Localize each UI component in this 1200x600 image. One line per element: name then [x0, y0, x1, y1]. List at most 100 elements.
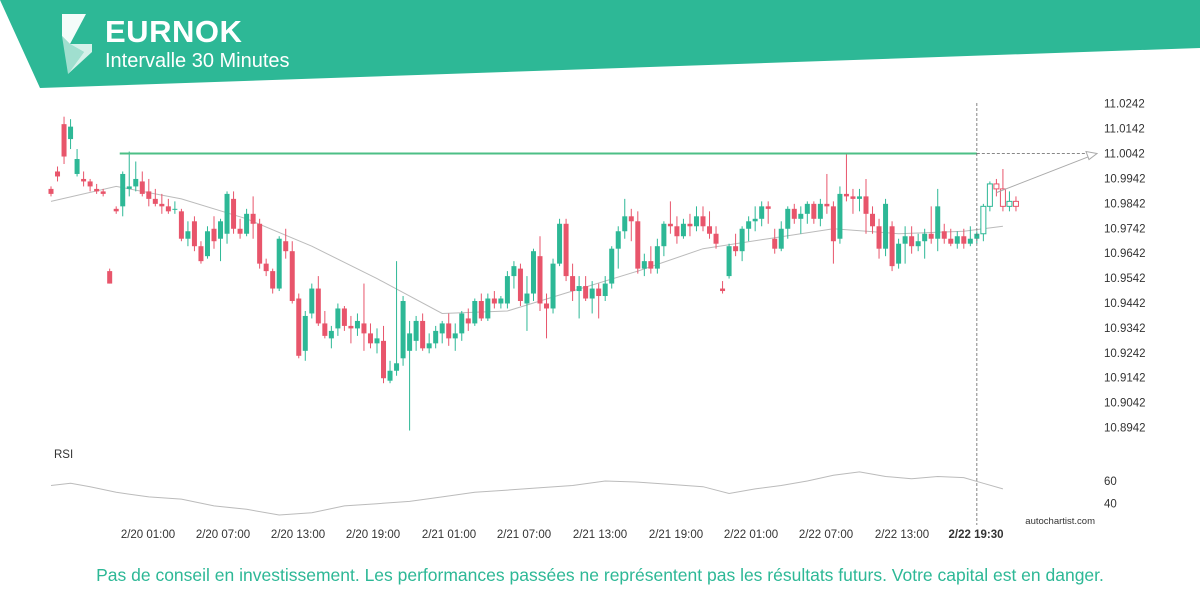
- candlestick: [426, 333, 432, 354]
- candlestick: [759, 201, 765, 227]
- candlestick: [120, 171, 126, 217]
- candlestick: [557, 218, 563, 267]
- time-axis-label: 2/20 07:00: [196, 529, 250, 541]
- candlestick: [74, 149, 80, 177]
- time-axis-label: 2/21 13:00: [573, 529, 627, 541]
- time-axis-label: 2/20 13:00: [271, 529, 325, 541]
- candlestick: [596, 283, 602, 319]
- candlestick: [478, 293, 484, 321]
- projection-arrow-icon: [1085, 150, 1099, 161]
- price-axis-label: 11.0042: [1104, 149, 1145, 161]
- candlestick: [381, 325, 387, 384]
- rsi-axis-label: 60: [1104, 476, 1117, 488]
- candlestick: [133, 161, 139, 192]
- price-axis-label: 10.9942: [1104, 173, 1146, 185]
- candlestick: [263, 258, 269, 277]
- candlestick: [211, 216, 217, 249]
- candlestick: [583, 276, 589, 302]
- candlestick: [87, 178, 93, 192]
- candlestick: [237, 218, 243, 239]
- risk-disclaimer: Pas de conseil en investissement. Les pe…: [96, 565, 1104, 585]
- time-axis-label: 2/21 19:00: [649, 529, 703, 541]
- candlestick: [674, 216, 680, 244]
- candlestick: [250, 196, 256, 239]
- candlestick: [511, 261, 517, 289]
- time-axis-label: 2/21 07:00: [497, 529, 551, 541]
- candlestick: [400, 296, 406, 366]
- candlestick: [648, 246, 654, 274]
- time-axis-label: 2/22 07:00: [799, 529, 853, 541]
- candlestick: [485, 293, 491, 321]
- candlestick: [152, 188, 158, 207]
- candlestick: [765, 201, 771, 224]
- candlestick: [433, 325, 439, 349]
- candlestick: [615, 226, 621, 269]
- candlestick: [843, 154, 849, 202]
- candlestick: [270, 268, 276, 294]
- candlestick: [341, 305, 347, 331]
- candlestick: [635, 211, 641, 274]
- price-axis-label: 10.9742: [1104, 223, 1146, 235]
- price-axis-label: 10.9842: [1104, 198, 1146, 210]
- time-axis-label: 2/20 01:00: [121, 529, 175, 541]
- time-axis-label: 2/21 01:00: [422, 529, 476, 541]
- candlestick: [257, 218, 263, 269]
- price-axis-label: 10.8942: [1104, 423, 1146, 435]
- candlestick: [915, 233, 921, 252]
- candlestick: [335, 303, 341, 336]
- candlestick: [126, 151, 132, 197]
- candlestick: [465, 308, 471, 331]
- candlestick: [811, 201, 817, 224]
- candlestick: [778, 221, 784, 252]
- candlestick: [576, 276, 582, 319]
- candlestick: [909, 226, 915, 254]
- candlestick: [570, 263, 576, 302]
- candlestick: [61, 116, 67, 164]
- candlestick: [856, 188, 862, 212]
- candlestick: [817, 198, 823, 227]
- price-axis-label: 11.0242: [1104, 99, 1145, 111]
- candlestick: [889, 221, 895, 272]
- candlestick: [986, 181, 993, 212]
- candlestick: [302, 310, 308, 361]
- candlestick: [680, 218, 686, 239]
- candlestick: [204, 226, 210, 259]
- candlestick: [191, 216, 197, 252]
- candlestick: [374, 328, 380, 354]
- candlestick: [185, 221, 191, 247]
- candlestick: [165, 198, 171, 214]
- candlestick: [367, 323, 373, 349]
- price-axis-label: 11.0142: [1104, 124, 1145, 136]
- candlestick: [218, 218, 224, 262]
- candlestick: [146, 178, 152, 207]
- time-axis-label: 2/22 13:00: [875, 529, 929, 541]
- rsi-label: RSI: [54, 449, 73, 461]
- candlestick: [700, 206, 706, 232]
- candlestick: [289, 241, 295, 304]
- candlestick: [328, 325, 334, 349]
- autochartist-brand-label: autochartist.com: [1025, 516, 1095, 527]
- candlestick: [537, 236, 543, 311]
- candlestick: [113, 206, 119, 214]
- candlestick: [517, 263, 523, 306]
- candlestick: [394, 261, 400, 376]
- candlestick: [459, 310, 465, 341]
- candlestick: [107, 268, 113, 284]
- candlestick: [609, 246, 615, 289]
- candlestick: [354, 313, 360, 336]
- candlestick: [798, 206, 804, 234]
- candlestick: [198, 241, 204, 264]
- price-axis-label: 10.9242: [1104, 348, 1146, 360]
- autochartist-logo-icon: [62, 14, 92, 74]
- candlestick: [850, 188, 856, 214]
- candlestick: [55, 166, 61, 182]
- candlestick: [733, 233, 739, 257]
- candlestick: [654, 238, 660, 274]
- candlestick: [824, 173, 830, 214]
- price-axis-label: 10.9342: [1104, 323, 1146, 335]
- candlestick: [772, 228, 778, 254]
- candlestick: [693, 206, 699, 232]
- candlestick: [439, 320, 445, 344]
- candlestick: [1012, 196, 1019, 212]
- time-axis-label: 2/20 19:00: [346, 529, 400, 541]
